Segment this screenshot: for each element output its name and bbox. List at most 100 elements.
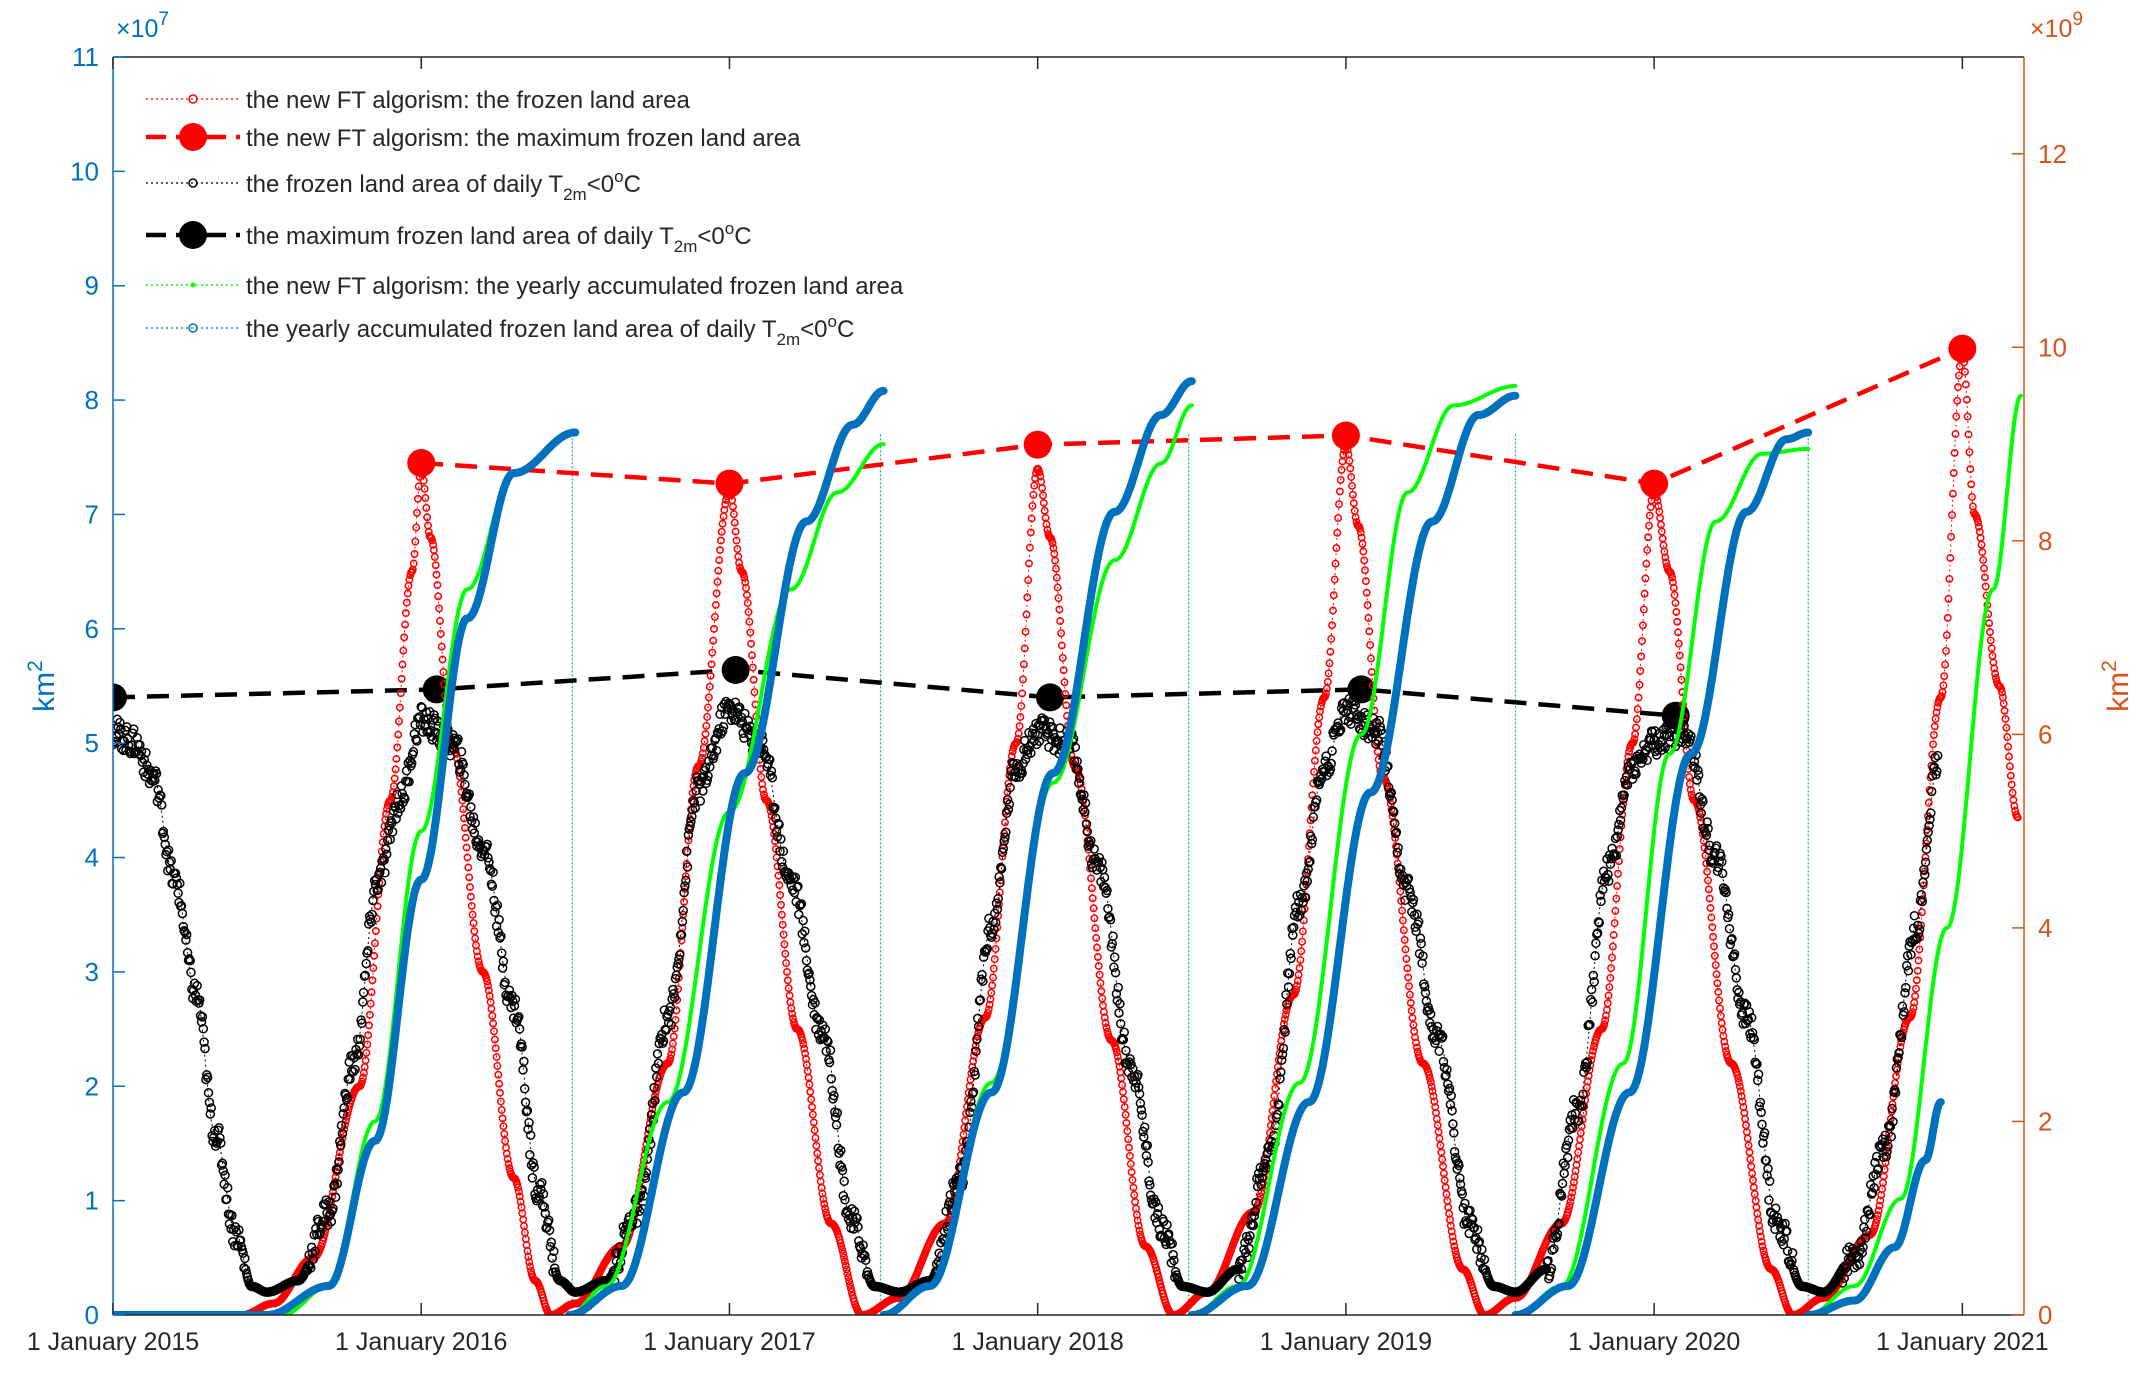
series-2-marker-1983 <box>1945 574 1954 583</box>
series-3-marker-1572 <box>1455 1179 1466 1190</box>
series-2-marker-230 <box>436 617 444 625</box>
series-2-marker-1355 <box>1404 973 1413 982</box>
series-2-marker-1199 <box>1269 1099 1278 1108</box>
series-2-marker-1359 <box>1407 1006 1416 1015</box>
series-3-marker-150 <box>238 1248 248 1258</box>
series-2-marker-284 <box>482 974 491 983</box>
series-2-marker-1672 <box>1677 675 1686 684</box>
series-2-marker-1955 <box>1921 853 1930 862</box>
series-3-marker-610 <box>632 1218 642 1229</box>
series-2-marker-204 <box>413 494 422 503</box>
series-2-marker-1598 <box>1614 869 1622 878</box>
series-2-marker-1247 <box>1310 756 1319 765</box>
series-3-marker-401 <box>453 734 463 744</box>
series-2-marker-709 <box>846 1284 855 1293</box>
series-3-marker-654 <box>669 992 680 1003</box>
series-2-marker-1570 <box>1589 1042 1598 1051</box>
series-3-marker-1200 <box>1137 1110 1147 1120</box>
series-2-marker-1546 <box>1569 1183 1577 1192</box>
series-3-marker-1919 <box>1752 1075 1763 1086</box>
series-3-marker-638 <box>656 1034 666 1044</box>
series-2-marker-1350 <box>1399 926 1408 935</box>
series-0-point-0 <box>407 448 436 477</box>
series-3-marker-234 <box>310 1246 320 1256</box>
series-3-marker-329 <box>391 814 401 824</box>
series-2-marker-149 <box>366 999 375 1008</box>
series-2-marker-268 <box>468 910 477 919</box>
series-2-marker-955 <box>1058 653 1067 662</box>
series-3-marker-1673 <box>1542 1257 1552 1267</box>
series-3-marker-2126 <box>1930 752 1940 763</box>
series-3-marker-673 <box>686 816 696 827</box>
series-3-marker-1040 <box>1000 832 1010 842</box>
series-2-marker-876 <box>990 955 999 964</box>
series-2-marker-632 <box>780 940 789 949</box>
series-3-marker-1415 <box>1321 751 1331 761</box>
legend: the new FT algorism: the frozen land are… <box>146 87 904 349</box>
series-2-marker-556 <box>715 556 724 565</box>
legend-swatch-marker-1 <box>179 123 207 151</box>
series-3-marker-1735 <box>1595 890 1605 901</box>
series-3-marker-1763 <box>1619 790 1629 800</box>
series-3-marker-302 <box>368 895 378 906</box>
series-2-marker-201 <box>411 537 420 546</box>
series-2-marker-1271 <box>1331 559 1340 568</box>
series-2-marker-1899 <box>1872 1215 1881 1224</box>
series-3-marker-1174 <box>1115 999 1125 1009</box>
series-2-marker-1037 <box>1129 1183 1138 1192</box>
series-0-point-2 <box>1023 430 1052 459</box>
series-2-marker-1302 <box>1358 539 1367 548</box>
series-3-marker-268 <box>339 1103 349 1113</box>
series-3-marker-2055 <box>1869 1183 1879 1193</box>
series-2-marker-1669 <box>1674 639 1683 648</box>
series-2-marker-1703 <box>1704 876 1712 885</box>
series-2-marker-232 <box>437 642 446 651</box>
series-3-marker-1565 <box>1449 1146 1460 1157</box>
series-2-marker-559 <box>717 527 726 536</box>
series-2-marker-2043 <box>1997 684 2006 693</box>
series-2-marker-1541 <box>1564 1205 1573 1214</box>
series-3-marker-1192 <box>1130 1082 1141 1093</box>
series-3-marker-2128 <box>1932 766 1942 777</box>
series-3-marker-1477 <box>1374 715 1385 726</box>
series-2-marker-302 <box>497 1106 506 1114</box>
series-2-marker-958 <box>1061 690 1070 698</box>
y-right-tick-label-5: 10 <box>2038 332 2067 362</box>
series-3-marker-1206 <box>1142 1140 1153 1151</box>
series-2-marker-1542 <box>1565 1201 1574 1210</box>
series-2-marker-1269 <box>1329 591 1338 600</box>
series-2-marker-1986 <box>1948 511 1956 520</box>
series-3-marker-502 <box>539 1202 550 1212</box>
series-3 <box>113 693 1943 1297</box>
series-2-marker-1266 <box>1327 635 1336 643</box>
series-2-marker-301 <box>496 1097 505 1106</box>
series-2-marker-1545 <box>1568 1188 1577 1197</box>
series-2-marker-184 <box>396 689 405 698</box>
series-2-marker-588 <box>742 591 751 599</box>
series-3-marker-1696 <box>1562 1140 1572 1150</box>
series-3-marker-1046 <box>1005 782 1015 793</box>
series-3-marker-229 <box>306 1263 316 1273</box>
series-3-marker-279 <box>348 1066 359 1077</box>
series-3-marker-1181 <box>1121 1045 1131 1056</box>
series-3-marker-658 <box>673 959 683 969</box>
series-3-marker-635 <box>653 1058 664 1069</box>
series-3-marker-2077 <box>1888 1116 1898 1127</box>
series-3-marker-339 <box>400 794 410 804</box>
series-2-marker-1668 <box>1674 628 1682 637</box>
series-3-marker-1399 <box>1307 835 1318 845</box>
series-2-marker-956 <box>1059 666 1068 675</box>
series-3-marker-1325 <box>1244 1243 1254 1254</box>
series-3-marker-1208 <box>1144 1176 1154 1186</box>
series-3-marker-648 <box>664 1006 675 1016</box>
series-3-marker-36 <box>139 754 150 765</box>
series-2-marker-702 <box>840 1257 849 1266</box>
series-3-marker-819 <box>811 1024 821 1035</box>
series-3-marker-2080 <box>1890 1088 1901 1098</box>
series-3-marker-1514 <box>1406 892 1416 902</box>
series-3-marker-1080 <box>1034 736 1045 747</box>
series-2-marker-254 <box>456 780 465 788</box>
series-3-marker-669 <box>682 862 693 872</box>
series-3-marker-1915 <box>1749 1034 1760 1045</box>
